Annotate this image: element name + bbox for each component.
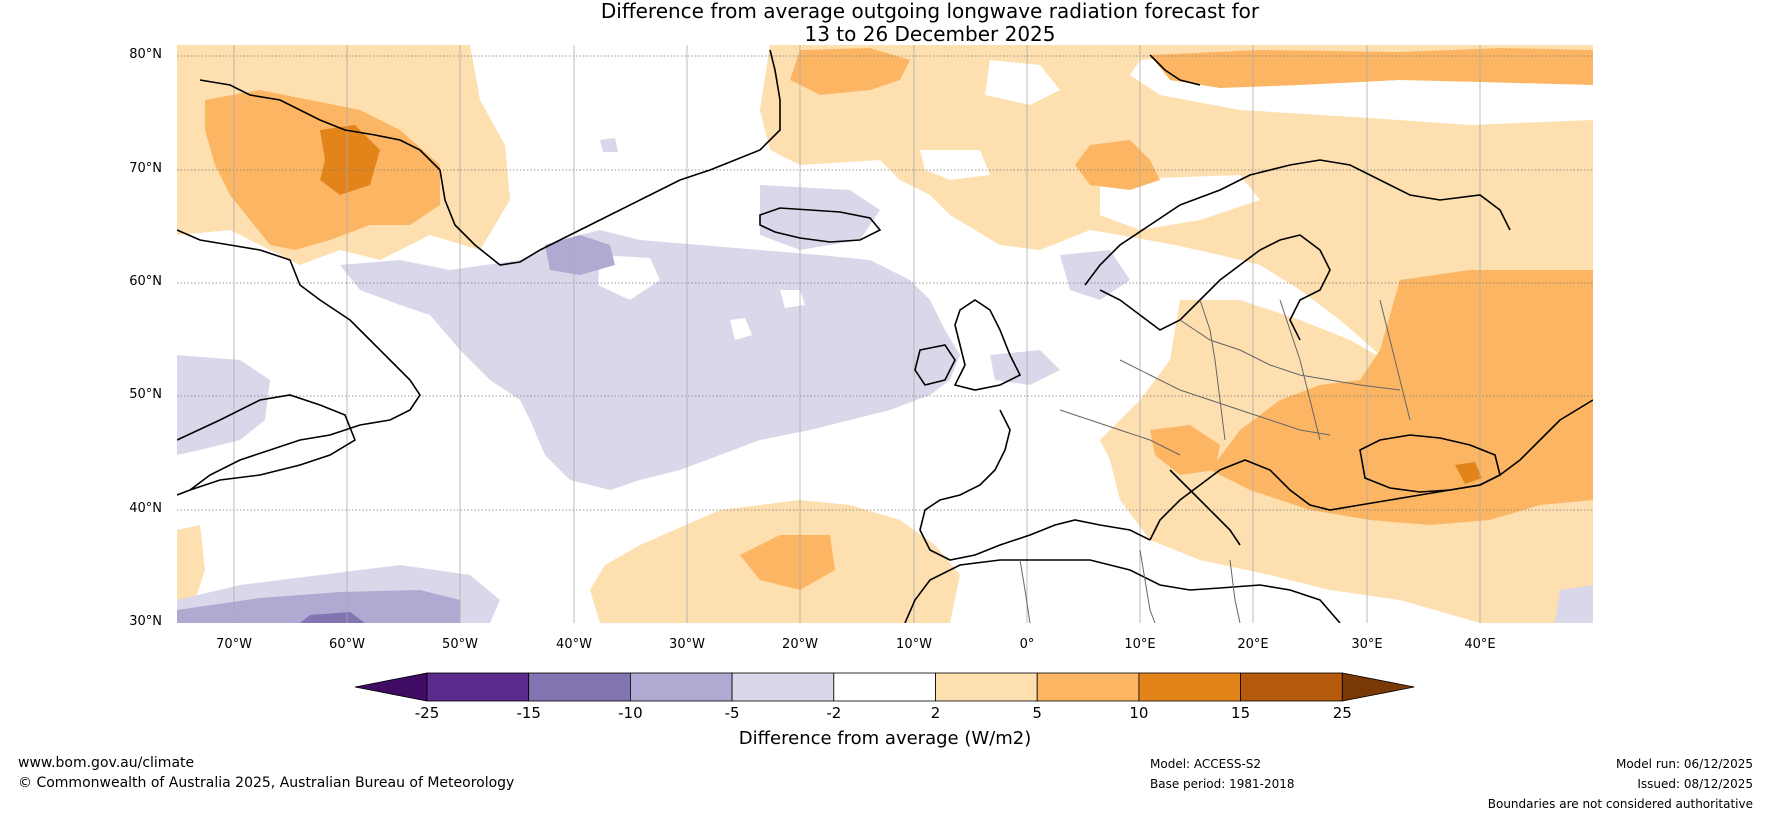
lon-label-10e: 10°E [1124,637,1156,652]
colorbar-tick-label: -2 [826,704,842,722]
footer-issued: Issued: 08/12/2025 [1637,777,1753,791]
footer-copyright: © Commonwealth of Australia 2025, Austra… [18,775,515,791]
gridlines [177,55,1593,511]
colorbar-segment [426,672,530,702]
coastlines [177,49,1593,623]
country-borders [1019,299,1411,623]
title-line-1: Difference from average outgoing longwav… [600,0,1260,23]
colorbar-tick-label: -25 [414,704,440,722]
colorbar [354,672,1415,702]
title-line-2: 13 to 26 December 2025 [804,22,1056,46]
colorbar-tick-label: -15 [516,704,541,722]
colorbar-segment [731,672,835,702]
footer-website: www.bom.gov.au/climate [18,755,195,771]
colorbar-extend-high [1341,672,1415,702]
colorbar-segment [1138,672,1242,702]
colorbar-segment [935,672,1038,702]
colorbar-tick-label: 25 [1332,704,1352,722]
lat-label-80n: 80°N [129,47,162,62]
lon-label-20e: 20°E [1237,637,1269,652]
colorbar-segment [630,672,733,702]
colorbar-tick-label: -10 [618,704,643,722]
lat-label-50n: 50°N [129,387,162,402]
lon-label-70w: 70°W [216,637,252,652]
colorbar-segment [1036,672,1140,702]
colorbar-tick-label: 15 [1231,704,1251,722]
colorbar-segment [528,672,631,702]
lon-label-30e: 30°E [1351,637,1383,652]
lat-label-60n: 60°N [129,274,162,289]
colorbar-segment [833,672,936,702]
anomaly-shading-positive-dark [320,125,1482,484]
footer-model: Model: ACCESS-S2 [1150,757,1262,771]
footer-model-run: Model run: 06/12/2025 [1615,757,1753,771]
footer-base-period: Base period: 1981-2018 [1150,777,1295,791]
lon-label-60w: 60°W [329,637,365,652]
lon-label-20w: 20°W [782,637,818,652]
colorbar-label: Difference from average (W/m2) [738,728,1032,749]
colorbar-segment [1240,672,1343,702]
lat-label-30n: 30°N [129,614,162,629]
footer-disclaimer: Boundaries are not considered authoritat… [1487,797,1753,811]
colorbar-tick-label: 10 [1129,704,1149,722]
lon-label-30w: 30°W [669,637,705,652]
lat-label-40n: 40°N [129,501,162,516]
colorbar-tick-label: -5 [724,704,740,722]
lon-label-50w: 50°W [442,637,478,652]
lon-label-40e: 40°E [1464,637,1496,652]
lon-label-40w: 40°W [556,637,592,652]
colorbar-tick-label: 2 [930,704,941,722]
colorbar-tick-label: 5 [1032,704,1042,722]
chart-title: Difference from average outgoing longwav… [0,0,1770,46]
colorbar-extend-low [354,672,428,702]
anomaly-shading-negative-medium [177,235,615,623]
lon-label-10w: 10°W [896,637,932,652]
lon-label-0: 0° [1019,637,1035,652]
lat-label-70n: 70°N [129,161,162,176]
